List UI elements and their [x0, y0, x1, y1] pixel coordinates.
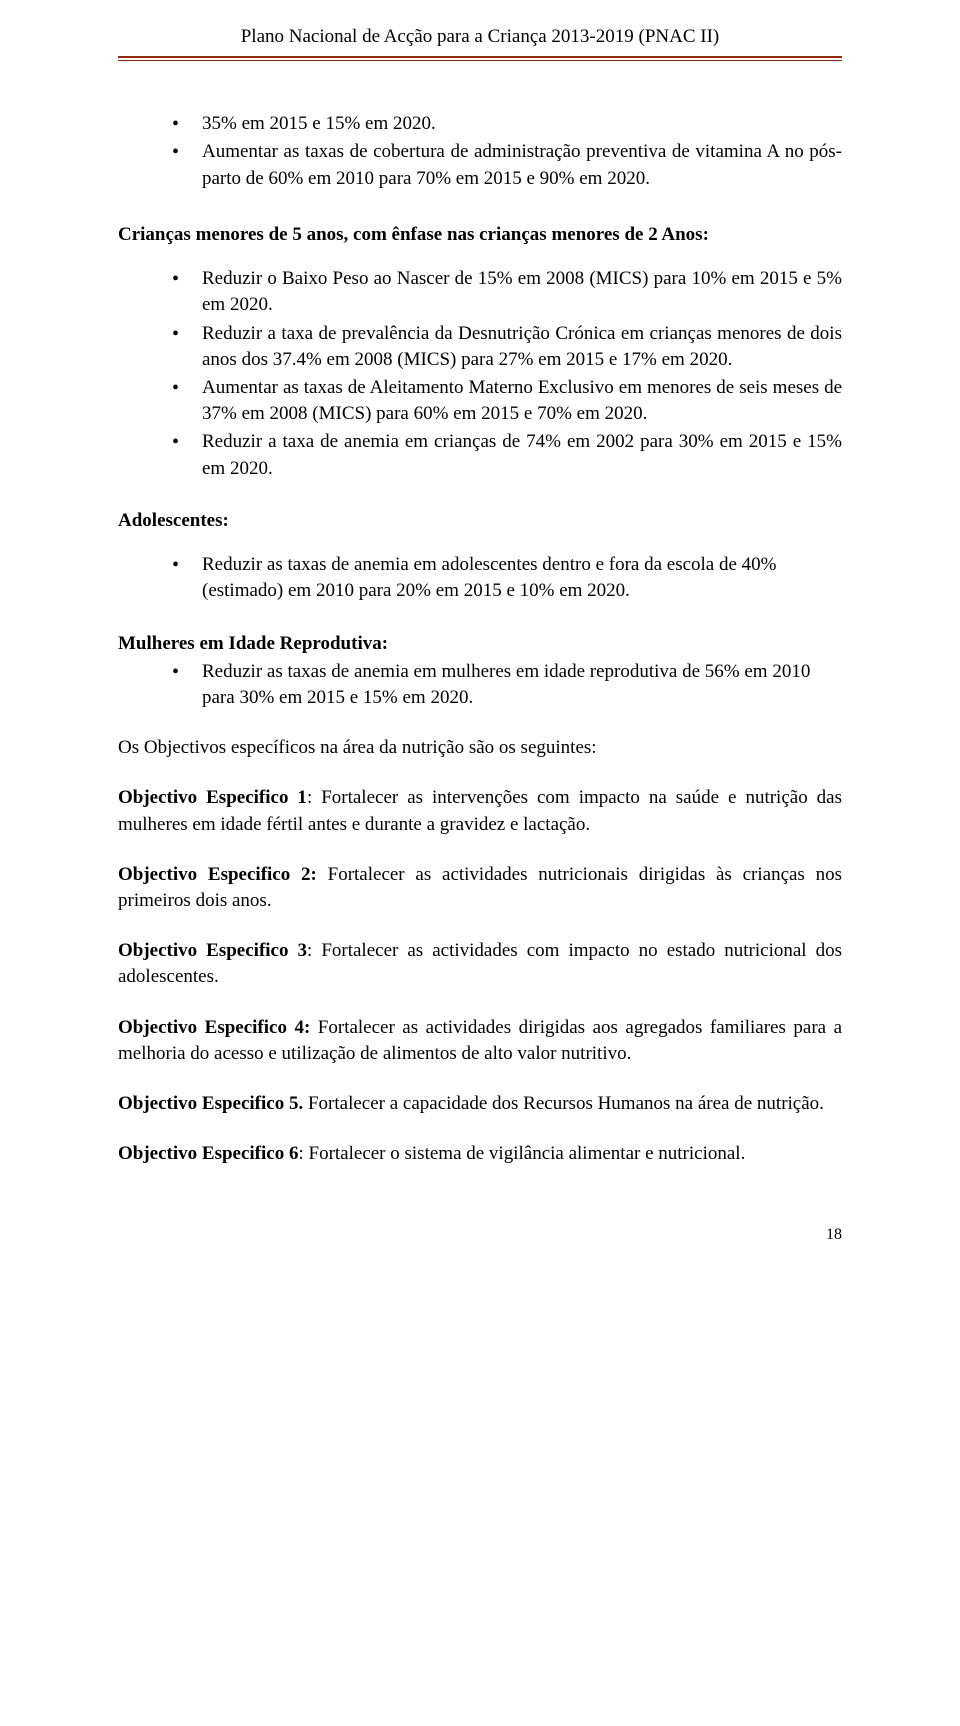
heading-text: Crianças menores de 5 anos, com ênfase n…: [118, 224, 709, 245]
bullet-text: 35% em 2015 e 15% em 2020.: [202, 113, 436, 134]
list-item: 35% em 2015 e 15% em 2020.: [172, 111, 842, 137]
list-item: Reduzir a taxa de anemia em crianças de …: [172, 429, 842, 481]
page-header: Plano Nacional de Acção para a Criança 2…: [118, 24, 842, 50]
objective-label: Objectivo Especifico 6: [118, 1143, 298, 1164]
section3-heading: Mulheres em Idade Reprodutiva:: [118, 631, 842, 657]
objective-sep: [310, 1017, 318, 1038]
objective-3: Objectivo Especifico 3: Fortalecer as ac…: [118, 938, 842, 990]
intro-bullet-list: 35% em 2015 e 15% em 2020. Aumentar as t…: [118, 111, 842, 192]
bullet-text: Reduzir as taxas de anemia em mulheres e…: [202, 661, 810, 708]
list-item: Reduzir as taxas de anemia em mulheres e…: [172, 659, 842, 711]
objective-sep: :: [307, 787, 321, 808]
bullet-text: Reduzir a taxa de prevalência da Desnutr…: [202, 323, 842, 370]
objectives-intro: Os Objectivos específicos na área da nut…: [118, 735, 842, 761]
objective-1: Objectivo Especifico 1: Fortalecer as in…: [118, 785, 842, 837]
section1-bullets: Reduzir o Baixo Peso ao Nascer de 15% em…: [118, 266, 842, 482]
objective-text: Fortalecer a capacidade dos Recursos Hum…: [308, 1093, 824, 1114]
section2-bullets: Reduzir as taxas de anemia em adolescent…: [118, 552, 842, 604]
bullet-text: Reduzir as taxas de anemia em adolescent…: [202, 554, 777, 601]
section3-bullets: Reduzir as taxas de anemia em mulheres e…: [118, 659, 842, 711]
objective-label: Objectivo Especifico 3: [118, 940, 307, 961]
list-item: Aumentar as taxas de cobertura de admini…: [172, 139, 842, 191]
page-number: 18: [118, 1224, 842, 1246]
bullet-text: Reduzir o Baixo Peso ao Nascer de 15% em…: [202, 268, 842, 315]
list-item: Reduzir a taxa de prevalência da Desnutr…: [172, 321, 842, 373]
objective-label: Objectivo Especifico 1: [118, 787, 307, 808]
header-rule: [118, 56, 842, 61]
bullet-text: Reduzir a taxa de anemia em crianças de …: [202, 431, 842, 478]
objective-2: Objectivo Especifico 2: Fortalecer as ac…: [118, 862, 842, 914]
objective-label: Objectivo Especifico 2:: [118, 864, 317, 885]
list-item: Aumentar as taxas de Aleitamento Materno…: [172, 375, 842, 427]
objective-label: Objectivo Especifico 5.: [118, 1093, 303, 1114]
bullet-text: Aumentar as taxas de Aleitamento Materno…: [202, 377, 842, 424]
header-title: Plano Nacional de Acção para a Criança 2…: [241, 26, 720, 47]
objective-6: Objectivo Especifico 6: Fortalecer o sis…: [118, 1141, 842, 1167]
objective-sep: :: [298, 1143, 308, 1164]
objective-text: Fortalecer o sistema de vigilância alime…: [309, 1143, 746, 1164]
objective-5: Objectivo Especifico 5. Fortalecer a cap…: [118, 1091, 842, 1117]
objective-sep: [317, 864, 328, 885]
objective-sep: :: [307, 940, 321, 961]
list-item: Reduzir o Baixo Peso ao Nascer de 15% em…: [172, 266, 842, 318]
objective-4: Objectivo Especifico 4: Fortalecer as ac…: [118, 1015, 842, 1067]
section1-heading: Crianças menores de 5 anos, com ênfase n…: [118, 222, 842, 248]
section2-heading: Adolescentes:: [118, 508, 842, 534]
objective-label: Objectivo Especifico 4:: [118, 1017, 310, 1038]
list-item: Reduzir as taxas de anemia em adolescent…: [172, 552, 842, 604]
bullet-text: Aumentar as taxas de cobertura de admini…: [202, 141, 842, 188]
